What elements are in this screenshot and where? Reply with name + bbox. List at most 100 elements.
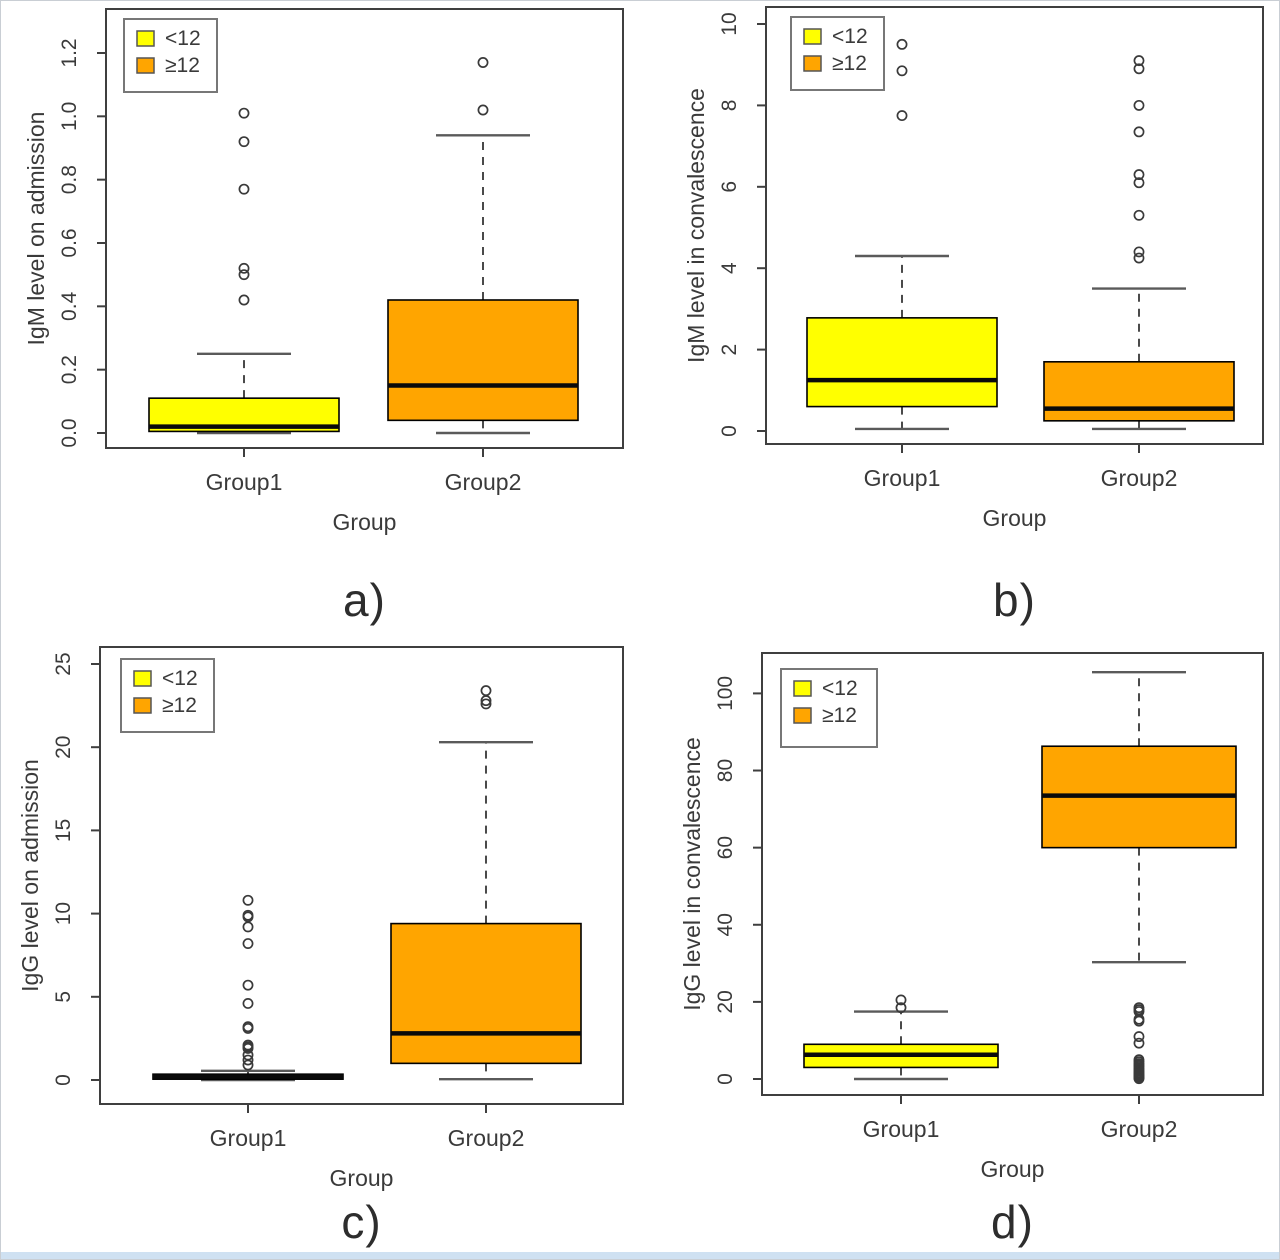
legend-swatch-ge12 — [136, 57, 155, 74]
panel-label-c: c) — [341, 1196, 382, 1248]
y-tick-label: 10 — [718, 12, 741, 35]
legend-label-lt12: <12 — [832, 25, 868, 48]
y-tick-label: 8 — [718, 100, 741, 112]
outlier-point — [480, 698, 492, 710]
outlier-point — [1133, 169, 1145, 181]
outlier-point — [238, 262, 250, 274]
legend-label-lt12: <12 — [822, 677, 858, 700]
x-category-label: Group1 — [206, 469, 283, 495]
x-axis-title: Group — [333, 509, 397, 535]
outlier-point — [480, 685, 492, 697]
legend-swatch-lt12 — [136, 30, 155, 47]
outlier-point — [895, 994, 907, 1006]
outlier-point — [896, 110, 908, 122]
outlier-point — [238, 107, 250, 119]
y-tick-label: 20 — [52, 736, 75, 759]
outlier-point — [1133, 1002, 1145, 1014]
y-tick-label: 6 — [718, 181, 741, 193]
y-tick-label: 0.2 — [58, 355, 81, 384]
x-category-label: Group2 — [448, 1125, 525, 1151]
x-category-label: Group2 — [445, 469, 522, 495]
outlier-point — [477, 104, 489, 116]
x-axis-title: Group — [981, 1156, 1045, 1182]
legend-label-ge12: ≥12 — [822, 704, 857, 727]
boxplot-group2 — [387, 57, 579, 435]
outlier-point — [242, 938, 254, 950]
boxplot-group1 — [806, 38, 998, 431]
y-tick-label: 80 — [714, 759, 737, 782]
boxplot-group2 — [1041, 670, 1237, 1085]
boxplot-group2 — [390, 685, 582, 1081]
outlier-point — [1133, 63, 1145, 75]
y-axis-title: IgM level in convalescence — [683, 88, 709, 363]
boxplot-group1 — [148, 107, 340, 435]
outlier-point — [1133, 1037, 1145, 1049]
y-tick-label: 0.4 — [58, 291, 81, 321]
y-tick-label: 0 — [714, 1073, 737, 1085]
y-axis-title: IgG level in convalescence — [679, 737, 705, 1011]
y-tick-label: 0 — [52, 1074, 75, 1086]
legend-swatch-ge12 — [793, 707, 812, 724]
x-category-label: Group2 — [1101, 465, 1178, 491]
y-tick-label: 5 — [52, 991, 75, 1003]
panel-label-d: d) — [991, 1196, 1034, 1248]
outlier-point — [896, 65, 908, 77]
panel-label-b: b) — [993, 574, 1036, 626]
panel-b-igm-convalescence: 0 2 4 6 8 10 IgM level in convalescence Group1 G… — [683, 6, 1264, 531]
bottom-edge-strip — [1, 1252, 1279, 1259]
outlier-point — [238, 183, 250, 195]
outlier-point — [242, 998, 254, 1009]
outlier-point — [1133, 55, 1145, 67]
y-tick-label: 2 — [718, 344, 741, 356]
x-category-label: Group1 — [864, 465, 941, 491]
boxplot-group2 — [1043, 55, 1235, 431]
x-category-label: Group1 — [863, 1116, 940, 1142]
y-tick-label: 40 — [714, 913, 737, 936]
outlier-point — [238, 269, 250, 281]
x-category-label: Group1 — [210, 1125, 287, 1151]
boxplot-group1 — [152, 894, 344, 1082]
legend-label-ge12: ≥12 — [832, 52, 867, 75]
outlier-point — [242, 1054, 254, 1066]
outlier-point — [242, 1021, 254, 1033]
y-tick-label: 1.0 — [58, 102, 81, 131]
outlier-point — [1133, 177, 1145, 189]
outlier-point — [1133, 252, 1145, 264]
outlier-point — [238, 294, 250, 306]
panel-a-igm-admission: 0.0 0.2 0.4 0.6 0.8 1.0 1.2 IgM level on admiss… — [23, 8, 624, 535]
y-tick-label: 1.2 — [58, 38, 81, 67]
outlier-point — [242, 979, 254, 991]
outlier-point — [1133, 1054, 1145, 1066]
y-tick-label: 60 — [714, 836, 737, 859]
legend-swatch-ge12 — [133, 697, 152, 714]
legend-label-ge12: ≥12 — [162, 694, 197, 717]
panel-d-igg-convalescence: 0 20 40 60 80 100 IgG level in convalescence Gr… — [679, 652, 1264, 1182]
y-tick-label: 25 — [52, 652, 75, 675]
box-iqr — [387, 299, 579, 422]
boxplot-group1 — [803, 994, 999, 1081]
outlier-point — [477, 57, 489, 68]
x-axis-title: Group — [330, 1165, 394, 1191]
legend-label-ge12: ≥12 — [165, 54, 200, 77]
y-tick-label: 0.6 — [58, 228, 81, 257]
y-tick-label: 20 — [714, 990, 737, 1013]
y-axis-title: IgG level on admission — [17, 759, 43, 992]
legend-label-lt12: <12 — [162, 667, 198, 690]
outlier-point — [242, 909, 254, 921]
legend-label-lt12: <12 — [165, 27, 201, 50]
outlier-point — [1133, 1031, 1145, 1043]
outlier-point — [242, 1039, 254, 1051]
x-axis-title: Group — [983, 505, 1047, 531]
y-axis-title: IgM level on admission — [23, 112, 49, 346]
legend-swatch-lt12 — [793, 680, 812, 697]
panel-c-igg-admission: 0 5 10 15 20 25 IgG level on admission Group1 Gr… — [17, 646, 624, 1191]
y-tick-label: 0.0 — [58, 418, 81, 447]
box-iqr — [390, 922, 582, 1065]
panel-label-a: a) — [343, 574, 386, 626]
legend-box — [790, 16, 885, 91]
y-tick-label: 100 — [714, 676, 737, 711]
outlier-point — [242, 894, 254, 906]
outlier-point — [1133, 126, 1145, 138]
legend-swatch-lt12 — [803, 28, 822, 45]
